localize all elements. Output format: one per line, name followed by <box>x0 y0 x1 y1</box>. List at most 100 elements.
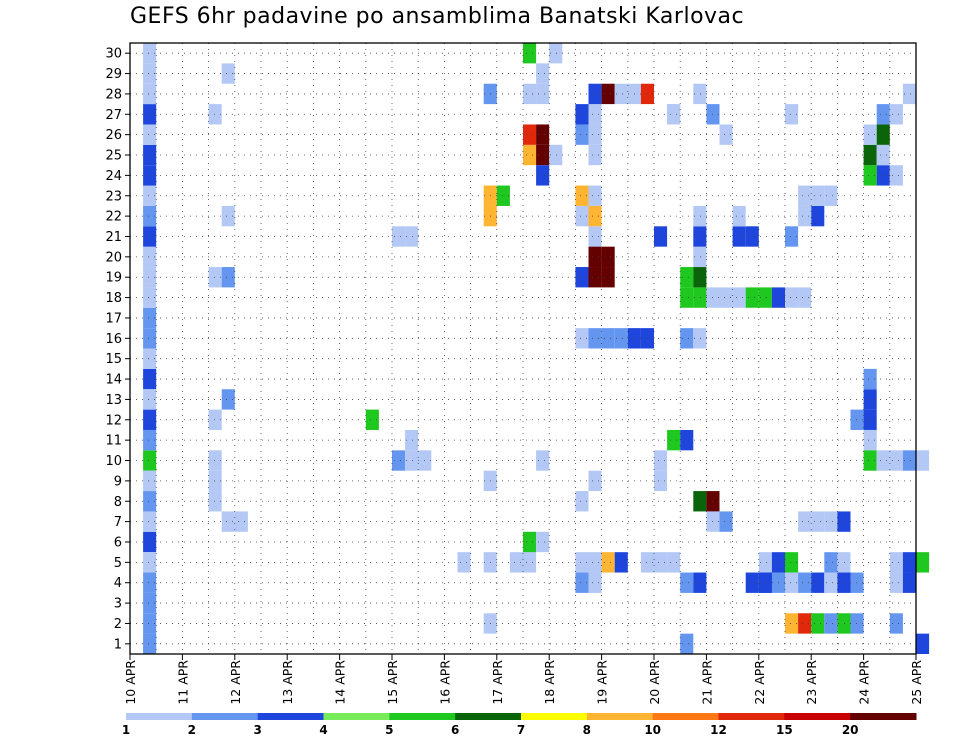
heatmap-cell <box>798 205 812 227</box>
heatmap-cell <box>863 450 877 471</box>
heatmap-cell <box>693 267 707 288</box>
heatmap-cell <box>693 328 707 349</box>
heatmap-cell <box>601 552 615 573</box>
heatmap-cell <box>732 205 746 227</box>
heatmap-cell <box>143 368 157 390</box>
heatmap-cell <box>798 185 812 206</box>
heatmap-cell <box>588 124 602 145</box>
heatmap-cell <box>143 205 157 227</box>
heatmap-cell <box>654 226 668 247</box>
heatmap-cell <box>392 226 406 247</box>
y-tick-label: 20 <box>105 250 122 265</box>
y-tick-label: 11 <box>105 434 122 449</box>
heatmap-cell <box>575 267 589 288</box>
heatmap-cell <box>640 328 654 349</box>
y-tick-label: 5 <box>114 556 122 571</box>
heatmap-cell <box>902 83 916 105</box>
heatmap-cell <box>601 267 615 288</box>
heatmap-cell <box>876 450 890 471</box>
heatmap-cell <box>850 409 864 430</box>
heatmap-cell <box>798 287 812 308</box>
heatmap-cell <box>575 124 589 145</box>
heatmap-cell <box>588 104 602 125</box>
heatmap-cell <box>143 429 157 451</box>
colorbar-tick-label: 7 <box>517 723 525 737</box>
x-tick-label: 15 APR <box>385 660 400 705</box>
y-tick-label: 8 <box>114 495 122 510</box>
heatmap-cell <box>654 450 668 471</box>
heatmap-cell <box>536 450 550 471</box>
heatmap-cell <box>667 552 681 573</box>
heatmap-cell <box>916 633 930 654</box>
x-tick-label: 16 APR <box>437 660 452 705</box>
heatmap-cell <box>876 144 890 166</box>
heatmap-cell <box>745 572 759 593</box>
heatmap-cell <box>575 205 589 227</box>
heatmap-cell <box>143 43 157 64</box>
x-tick-label: 24 APR <box>857 660 872 705</box>
y-tick-label: 7 <box>114 515 122 530</box>
heatmap-cell <box>234 511 248 532</box>
x-tick-label: 10 APR <box>123 660 138 705</box>
heatmap-cell <box>588 144 602 166</box>
heatmap-cell <box>536 531 550 553</box>
heatmap-cell <box>811 511 825 532</box>
heatmap-cell <box>143 552 157 573</box>
colorbar-swatch <box>455 713 522 720</box>
heatmap-cell <box>876 124 890 145</box>
heatmap-cell <box>785 613 799 634</box>
heatmap-cell <box>693 226 707 247</box>
heatmap-cell <box>863 429 877 451</box>
heatmap-cell <box>824 613 838 634</box>
heatmap-cell <box>654 470 668 492</box>
heatmap-cell <box>588 552 602 573</box>
heatmap-cell <box>143 226 157 247</box>
heatmap-cell <box>785 552 799 573</box>
colorbar-tick-label: 6 <box>451 723 459 737</box>
heatmap-cell <box>811 205 825 227</box>
heatmap-cell <box>523 552 537 573</box>
x-axis: 10 APR 11 APR 12 APR 13 APR 14 APR 15 APR 16 A… <box>123 654 924 705</box>
heatmap-cell <box>863 144 877 166</box>
colorbar-swatch <box>718 713 785 720</box>
heatmap-cell <box>811 613 825 634</box>
x-tick-label: 13 APR <box>280 660 295 705</box>
heatmap-cell <box>824 185 838 206</box>
heatmap-cell <box>902 572 916 593</box>
heatmap-cell <box>143 144 157 166</box>
heatmap-cell <box>850 572 864 593</box>
heatmap-cell <box>143 307 157 329</box>
heatmap-cell <box>143 531 157 553</box>
heatmap-cell <box>523 531 537 553</box>
heatmap-cell <box>680 328 694 349</box>
heatmap-cell <box>405 226 419 247</box>
heatmap-cell <box>640 83 654 105</box>
heatmap-cell <box>143 450 157 471</box>
heatmap-cell <box>536 165 550 186</box>
heatmap-cell <box>405 429 419 451</box>
heatmap-cell <box>143 124 157 145</box>
y-tick-label: 19 <box>105 271 122 286</box>
colorbar-tick-label: 2 <box>188 723 196 737</box>
heatmap-cell <box>575 572 589 593</box>
heatmap-cell <box>575 491 589 512</box>
heatmap-cell <box>863 368 877 390</box>
heatmap-cell <box>889 613 903 634</box>
x-tick-label: 19 APR <box>595 660 610 705</box>
heatmap-cell <box>143 328 157 349</box>
heatmap-cell <box>745 226 759 247</box>
heatmap-cell <box>208 450 222 471</box>
heatmap-cell <box>680 633 694 654</box>
colorbar-swatch <box>521 713 588 720</box>
colorbar-swatch <box>257 713 324 720</box>
heatmap-cell <box>614 83 628 105</box>
heatmap-cell <box>588 185 602 206</box>
heatmap-cell <box>143 389 157 410</box>
heatmap-cell <box>850 613 864 634</box>
heatmap-cell <box>588 205 602 227</box>
y-tick-label: 26 <box>105 128 122 143</box>
heatmap-cell <box>601 83 615 105</box>
x-tick-label: 14 APR <box>333 660 348 705</box>
y-tick-label: 15 <box>105 352 122 367</box>
colorbar-tick-label: 12 <box>710 723 727 737</box>
